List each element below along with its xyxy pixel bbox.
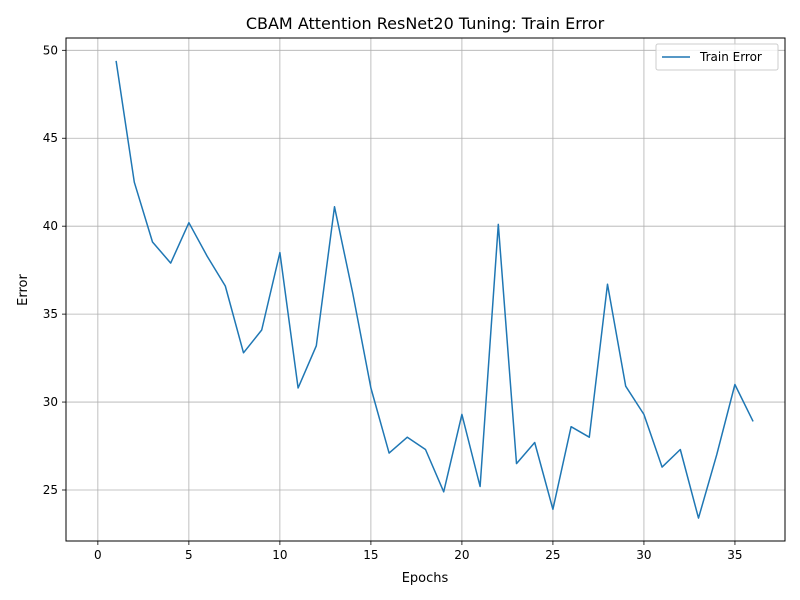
data-point: [296, 386, 300, 390]
data-point: [205, 254, 209, 258]
x-tick-label: 20: [454, 548, 469, 562]
y-tick-label: 25: [43, 483, 58, 497]
ticks: 0 5 10 15 20 25 30 35 25 30 35 40 45 50: [43, 43, 743, 562]
data-point: [515, 462, 519, 466]
series-layer: [114, 59, 755, 520]
data-point: [405, 435, 409, 439]
data-point: [533, 441, 537, 445]
grid: [66, 38, 785, 541]
x-tick-label: 25: [545, 548, 560, 562]
data-point: [460, 412, 464, 416]
x-axis-label: Epochs: [402, 571, 449, 586]
data-point: [624, 384, 628, 388]
y-tick-label: 30: [43, 395, 58, 409]
data-point: [150, 240, 154, 244]
x-tick-label: 5: [185, 548, 193, 562]
plot-frame: [65, 37, 786, 542]
data-point: [223, 284, 227, 288]
x-tick-label: 15: [363, 548, 378, 562]
data-point: [660, 465, 664, 469]
chart-title: CBAM Attention ResNet20 Tuning: Train Er…: [246, 14, 605, 33]
data-point: [387, 451, 391, 455]
y-tick-label: 45: [43, 131, 58, 145]
data-point: [114, 59, 118, 63]
data-point: [697, 516, 701, 520]
data-point: [551, 507, 555, 511]
x-tick-label: 0: [94, 548, 102, 562]
x-tick-label: 30: [636, 548, 651, 562]
data-point: [751, 419, 755, 423]
x-tick-label: 35: [727, 548, 742, 562]
data-point: [351, 291, 355, 295]
y-tick-label: 35: [43, 307, 58, 321]
series-line-train-error: [115, 60, 754, 519]
data-point: [715, 453, 719, 457]
legend: Train Error: [655, 43, 779, 71]
data-point: [478, 484, 482, 488]
legend-label: Train Error: [699, 50, 762, 64]
data-point: [260, 328, 264, 332]
data-point: [496, 222, 500, 226]
data-point: [424, 448, 428, 452]
data-point: [587, 435, 591, 439]
y-tick-label: 40: [43, 219, 58, 233]
data-point: [642, 412, 646, 416]
y-axis-label: Error: [16, 274, 31, 306]
data-point: [314, 344, 318, 348]
data-point: [241, 351, 245, 355]
data-point: [678, 448, 682, 452]
data-point: [332, 205, 336, 209]
x-tick-label: 10: [272, 548, 287, 562]
legend-box: [655, 43, 779, 71]
data-point: [132, 180, 136, 184]
y-tick-label: 50: [43, 43, 58, 57]
data-point: [606, 282, 610, 286]
data-point: [369, 386, 373, 390]
data-point: [569, 425, 573, 429]
data-point: [733, 382, 737, 386]
data-point: [169, 261, 173, 265]
data-point: [187, 221, 191, 225]
data-point: [278, 251, 282, 255]
data-point: [442, 490, 446, 494]
